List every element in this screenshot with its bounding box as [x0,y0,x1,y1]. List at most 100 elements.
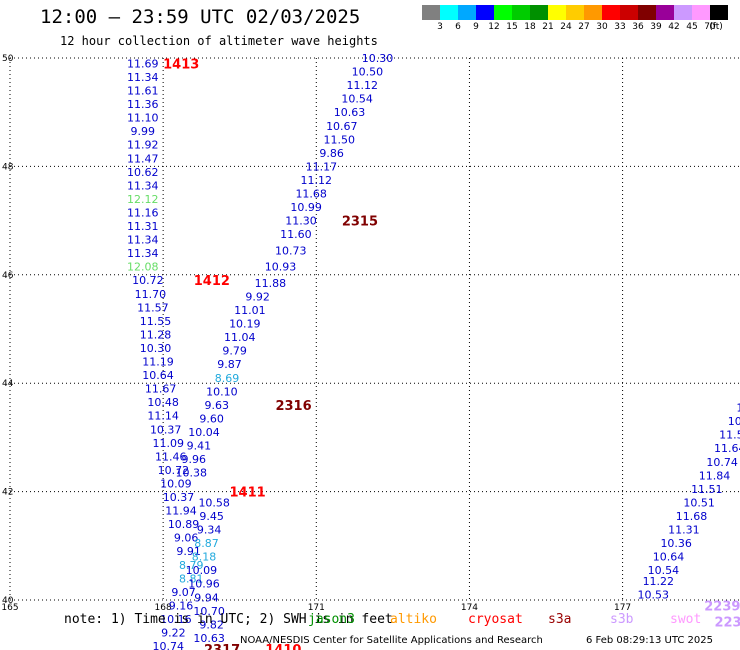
satellite-name: s3b [610,612,634,627]
map-subtitle: 12 hour collection of altimeter wave hei… [60,34,378,48]
wave-height-value: 11.55 [140,315,172,328]
wave-height-value: 10.09 [160,477,192,490]
wave-height-value: 10.37 [150,423,182,436]
legend-label: 70 [704,22,716,32]
wave-height-value: 10.93 [265,261,297,274]
legend-swatch [710,5,728,20]
y-tick-label: 50 [2,54,14,64]
wave-height-value: 9.94 [194,591,219,604]
wave-height-value: 9.16 [169,599,194,612]
wave-height-value: 11.51 [691,483,723,496]
wave-height-value: 11.60 [280,228,312,241]
wave-height-value: 11.52 [719,429,740,442]
wave-height-value: 10.9 [728,415,740,428]
wave-height-value: 10.30 [140,342,172,355]
wave-height-value: 10.70 [193,605,225,618]
legend-label: 3 [437,22,443,32]
wave-height-value: 11.88 [255,277,287,290]
legend-label: 42 [668,22,680,32]
wave-height-value: 10.58 [198,496,230,509]
map-title: 12:00 — 23:59 UTC 02/03/2025 [40,6,361,28]
wave-height-value: 9.96 [182,453,207,466]
wave-height-value: 10.19 [229,318,261,331]
wave-height-value: 10.36 [660,537,692,550]
wave-height-value: 10.38 [175,467,207,480]
legend-label: 9 [473,22,479,32]
legend-swatch [638,5,656,20]
wave-height-value: 11.50 [324,133,356,146]
wave-height-value: 11. [736,402,740,415]
wave-height-value: 9.87 [217,358,242,371]
x-tick-label: 174 [461,603,478,613]
wave-height-value: 10.54 [648,564,680,577]
footer-timestamp: 6 Feb 08:29:13 UTC 2025 [586,635,713,646]
wave-height-value: 11.34 [127,71,159,84]
y-tick-label: 46 [2,271,14,281]
wave-height-value: 11.19 [142,356,174,369]
wave-height-value: 11.17 [306,160,338,173]
wave-height-value: 8.18 [192,551,217,564]
satellite-name: cryosat [468,612,523,627]
legend-swatch [620,5,638,20]
wave-height-value: 10.72 [132,274,164,287]
legend-swatch [566,5,584,20]
y-tick-label: 48 [2,162,14,172]
wave-height-value: 9.34 [197,524,222,537]
track-time-label: 1413 [163,57,199,72]
x-tick-label: 168 [155,603,172,613]
wave-height-value: 9.60 [199,412,224,425]
legend-swatch [584,5,602,20]
x-tick-label: 165 [1,603,18,613]
wave-height-value: 9.79 [222,345,247,358]
wave-height-value: 11.68 [676,510,708,523]
x-tick-label: 177 [614,603,631,613]
wave-height-value: 10.51 [683,496,715,509]
wave-height-value: 12.08 [127,261,159,274]
wave-height-value: 11.94 [165,505,197,518]
track-time-label: 2239 [704,599,740,614]
wave-height-value: 9.41 [187,440,212,453]
note-text: note: 1) Time is in UTC; 2) SWH is in fe… [64,612,393,627]
legend-label: 6 [455,22,461,32]
wave-height-value: 11.84 [699,469,731,482]
legend-swatch [656,5,674,20]
wave-height-value: 11.28 [140,328,172,341]
legend-label: 30 [596,22,608,32]
wave-height-value: 10.64 [653,551,685,564]
satellite-name: altiko [390,612,437,627]
wave-height-value: 11.36 [127,98,159,111]
wave-height-value: 11.64 [714,442,740,455]
wave-height-value: 10.67 [326,120,358,133]
wave-height-value: 11.34 [127,247,159,260]
legend-swatch [458,5,476,20]
wave-height-value: 9.63 [204,399,229,412]
legend-label: 45 [686,22,698,32]
legend-swatch [476,5,494,20]
wave-height-value: 8.69 [215,372,240,385]
legend-label: 12 [488,22,500,32]
wave-height-value: 11.34 [127,234,159,247]
legend-swatch [530,5,548,20]
wave-height-value: 10.74 [706,456,738,469]
wave-height-value: 10.96 [188,578,220,591]
wave-height-value: 9.92 [245,290,270,303]
track-time-label: 2238 [714,616,740,631]
wave-height-value: 10.30 [362,52,394,65]
legend-swatch [692,5,710,20]
wave-height-value: 10.48 [147,396,179,409]
color-legend [422,5,728,21]
wave-height-value: 11.14 [147,410,179,423]
track-time-label: 1412 [194,274,230,289]
wave-height-value: 11.57 [137,301,169,314]
legend-label: 33 [614,22,626,32]
wave-height-value: 11.12 [346,79,378,92]
legend-label: (ft) [709,22,723,32]
wave-height-value: 11.16 [127,206,159,219]
wave-height-value: 10.16 [160,613,192,626]
track-time-label: 2315 [342,215,378,230]
legend-label: 39 [650,22,662,32]
legend-label: 21 [542,22,554,32]
wave-height-value: 11.34 [127,179,159,192]
wave-height-value: 11.61 [127,85,159,98]
